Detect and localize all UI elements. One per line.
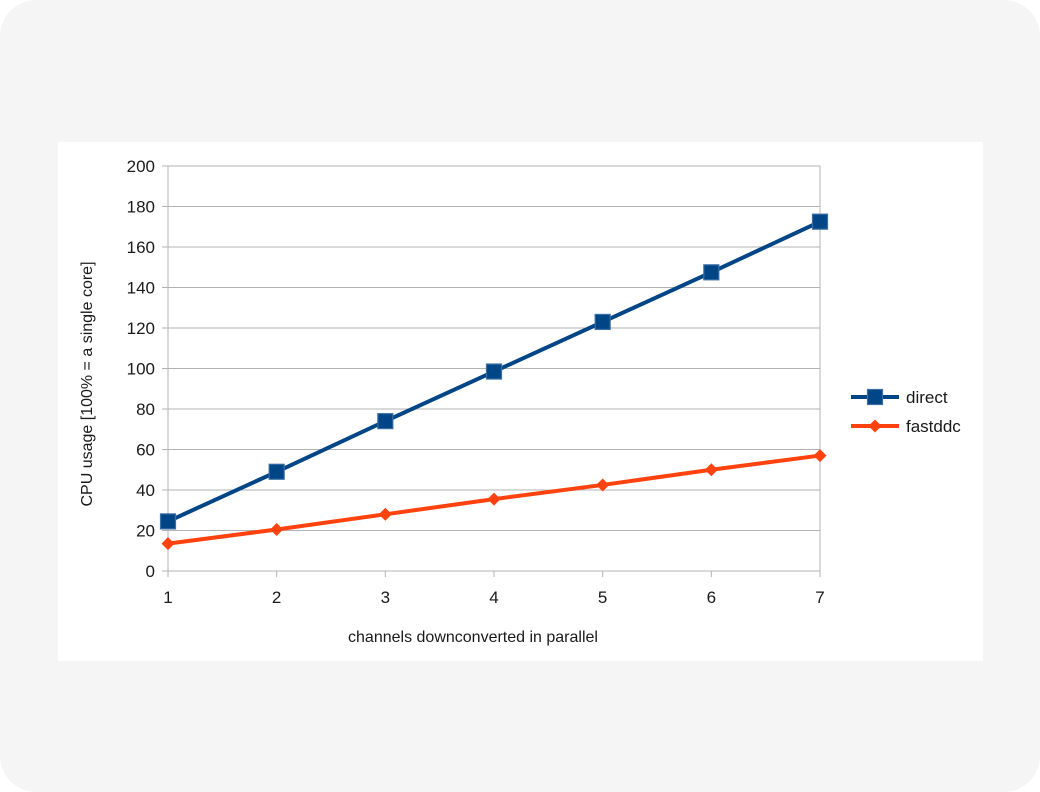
legend-label-fastddc: fastddc: [906, 417, 961, 436]
data-point-direct-7: [811, 213, 829, 230]
data-point-direct-4: [485, 363, 503, 380]
y-tick-label-60: 60: [136, 441, 155, 460]
x-tick-label-5: 5: [598, 588, 607, 607]
x-tick-label-6: 6: [707, 588, 716, 607]
y-tick-label-20: 20: [136, 522, 155, 541]
y-tick-label-160: 160: [127, 238, 155, 257]
data-point-fastddc-7: [813, 449, 827, 463]
legend-marker-direct: [866, 388, 884, 406]
axes: [162, 165, 821, 577]
data-point-direct-5: [594, 313, 611, 331]
chart-card: [58, 142, 983, 661]
series-layer: [159, 213, 829, 551]
data-point-direct-6: [703, 264, 720, 281]
data-point-direct-2: [268, 463, 285, 480]
x-tick-label-3: 3: [381, 588, 390, 607]
legend-label-direct: direct: [906, 388, 948, 407]
y-axis-title: CPU usage [100% = a single core]: [79, 261, 96, 506]
x-tick-label-2: 2: [272, 588, 281, 607]
x-tick-labels: 1 2 3 4 5 6 7: [163, 588, 824, 607]
legend-item-fastddc: fastddc: [851, 417, 961, 436]
legend-item-direct: direct: [851, 388, 948, 407]
grid-lines: [168, 165, 820, 572]
data-point-fastddc-4: [487, 492, 501, 506]
y-tick-label-40: 40: [136, 481, 155, 500]
x-axis-title: channels downconverted in parallel: [348, 629, 598, 646]
y-tick-label-80: 80: [136, 400, 155, 419]
data-point-fastddc-1: [161, 537, 175, 551]
data-point-fastddc-6: [704, 463, 718, 477]
series-direct: [159, 213, 829, 530]
y-tick-label-200: 200: [127, 157, 155, 176]
y-tick-label-100: 100: [127, 360, 155, 379]
data-point-fastddc-5: [596, 478, 610, 492]
y-tick-label-0: 0: [146, 562, 155, 581]
y-tick-label-140: 140: [127, 279, 155, 298]
y-tick-labels: 0 20 40 60 80 100 120 140 160 180 200: [127, 157, 155, 581]
series-fastddc: [161, 449, 827, 551]
x-tick-label-7: 7: [815, 588, 824, 607]
x-tick-label-4: 4: [489, 588, 498, 607]
y-tick-label-120: 120: [127, 319, 155, 338]
y-tick-label-180: 180: [127, 198, 155, 217]
data-point-fastddc-3: [378, 507, 392, 521]
data-point-fastddc-2: [270, 522, 284, 536]
data-point-direct-1: [159, 513, 177, 530]
x-tick-label-1: 1: [163, 588, 172, 607]
legend: direct fastddc: [851, 388, 961, 436]
legend-marker-fastddc: [868, 419, 882, 433]
data-point-direct-3: [377, 413, 394, 430]
